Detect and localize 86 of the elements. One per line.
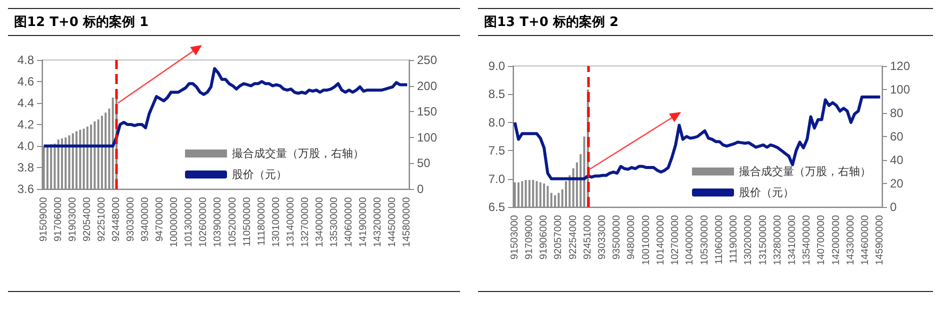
x-tick-label: 104000000 bbox=[684, 214, 696, 266]
x-tick-label: 92057000 bbox=[553, 214, 564, 260]
y2-tick-label: 100 bbox=[417, 130, 438, 144]
x-tick-label: 135400000 bbox=[802, 214, 813, 266]
x-tick-label: 130100000 bbox=[270, 196, 282, 248]
y-tick-label: 3.6 bbox=[17, 182, 34, 196]
y2-tick-label: 50 bbox=[417, 156, 431, 170]
line-series bbox=[513, 96, 882, 180]
y2-tick-label: 0 bbox=[890, 200, 897, 214]
y-tick-label: 4.4 bbox=[17, 96, 34, 110]
y-tick-label: 8.0 bbox=[488, 115, 506, 130]
x-tick-label: 102700000 bbox=[670, 214, 682, 266]
x-tick-label: 101400000 bbox=[655, 214, 666, 266]
x-tick-label: 144500000 bbox=[387, 196, 398, 248]
y-tick-label: 4.6 bbox=[17, 74, 34, 88]
y2-tick-label: 150 bbox=[417, 104, 438, 119]
x-tick-label: 101300000 bbox=[184, 196, 195, 248]
x-tick-label: 91709000 bbox=[524, 214, 535, 260]
y-tick-label: 4.2 bbox=[17, 118, 34, 132]
y2-tick-label: 0 bbox=[417, 182, 424, 196]
x-tick-label: 93500000 bbox=[612, 214, 623, 260]
x-tick-label: 93400000 bbox=[140, 196, 152, 242]
x-tick-label: 105300000 bbox=[699, 214, 710, 266]
x-tick-label: 111800000 bbox=[256, 196, 268, 246]
x-tick-label: 134000000 bbox=[314, 196, 326, 248]
x-tick-label: 92448000 bbox=[110, 196, 122, 242]
legend-label: 撮合成交量（万股，右轴） bbox=[739, 165, 871, 178]
x-tick-label: 144600000 bbox=[860, 214, 872, 266]
y2-tick-label: 250 bbox=[417, 53, 438, 67]
x-tick-label: 92254000 bbox=[568, 214, 579, 260]
x-tick-label: 111900000 bbox=[728, 214, 740, 264]
y-tick-label: 9.0 bbox=[488, 59, 506, 73]
y2-tick-label: 120 bbox=[890, 59, 910, 73]
chart-title: 图13 T+0 标的案例 2 bbox=[478, 8, 933, 36]
y-tick-label: 6.5 bbox=[488, 200, 506, 214]
x-tick-label: 110500000 bbox=[242, 196, 253, 246]
y2-tick-label: 60 bbox=[890, 130, 904, 144]
x-tick-label: 91906000 bbox=[538, 214, 550, 260]
x-tick-label: 91903000 bbox=[67, 196, 78, 242]
legend-label: 股价（元） bbox=[232, 168, 287, 181]
y-tick-label: 8.5 bbox=[488, 87, 506, 102]
x-tick-label: 145800000 bbox=[402, 196, 413, 248]
x-tick-label: 103900000 bbox=[212, 196, 224, 248]
x-tick-label: 110600000 bbox=[714, 214, 725, 264]
x-tick-label: 143200000 bbox=[372, 196, 384, 248]
x-tick-label: 91706000 bbox=[52, 196, 64, 242]
x-tick-label: 132700000 bbox=[300, 196, 311, 248]
legend-label: 股价（元） bbox=[739, 186, 794, 199]
y-tick-label: 7.0 bbox=[488, 172, 506, 186]
x-tick-label: 91503000 bbox=[509, 214, 520, 260]
x-tick-label: 143300000 bbox=[845, 214, 856, 266]
x-tick-label: 132800000 bbox=[772, 214, 784, 266]
x-tick-label: 94700000 bbox=[154, 196, 166, 242]
y-tick-label: 7.5 bbox=[488, 144, 506, 158]
x-tick-label: 91509000 bbox=[38, 196, 50, 242]
x-tick-label: 100100000 bbox=[640, 214, 652, 266]
x-tick-label: 141900000 bbox=[358, 196, 370, 248]
y2-tick-label: 80 bbox=[890, 106, 904, 120]
y2-tick-label: 40 bbox=[890, 153, 904, 167]
y2-tick-label: 100 bbox=[890, 82, 910, 96]
x-tick-label: 134100000 bbox=[786, 214, 798, 266]
x-tick-label: 93033000 bbox=[597, 214, 608, 260]
x-tick-label: 92451000 bbox=[582, 214, 594, 260]
x-tick-label: 140700000 bbox=[816, 214, 828, 266]
chart-title: 图12 T+0 标的案例 1 bbox=[8, 8, 460, 36]
x-tick-label: 105200000 bbox=[227, 196, 238, 248]
x-tick-label: 131400000 bbox=[285, 196, 296, 248]
y-tick-label: 3.8 bbox=[17, 160, 34, 174]
x-tick-label: 94800000 bbox=[626, 214, 638, 260]
y2-tick-label: 20 bbox=[890, 176, 904, 190]
x-tick-label: 145900000 bbox=[874, 214, 886, 266]
x-tick-label: 131500000 bbox=[758, 214, 769, 266]
y-tick-label: 4.0 bbox=[17, 139, 34, 153]
x-tick-label: 130200000 bbox=[743, 214, 754, 266]
line-series bbox=[42, 67, 409, 148]
x-tick-label: 102600000 bbox=[198, 196, 210, 248]
x-tick-label: 92054000 bbox=[82, 196, 93, 242]
x-tick-label: 100000000 bbox=[169, 196, 180, 248]
x-tick-label: 135300000 bbox=[329, 196, 340, 248]
y-tick-label: 4.8 bbox=[17, 53, 34, 67]
x-tick-label: 93030000 bbox=[126, 196, 137, 242]
x-tick-label: 142000000 bbox=[830, 214, 842, 266]
y2-tick-label: 200 bbox=[417, 78, 438, 93]
legend-label: 撮合成交量（万股，右轴） bbox=[232, 147, 364, 160]
x-tick-label: 140600000 bbox=[344, 196, 355, 248]
x-tick-label: 92251000 bbox=[96, 196, 108, 242]
